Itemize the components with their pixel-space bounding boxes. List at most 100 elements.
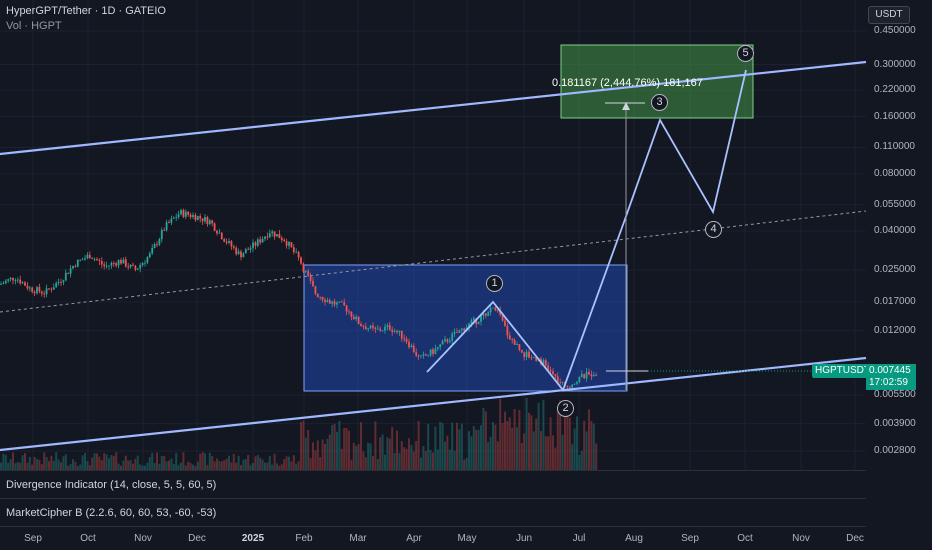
candle-body	[12, 277, 14, 281]
currency-button[interactable]: USDT	[868, 6, 910, 24]
price-tick-label: 0.040000	[874, 225, 916, 237]
volume-bar	[364, 457, 367, 470]
volume-bar	[326, 438, 329, 470]
wave-label-5[interactable]: 5	[737, 45, 754, 62]
time-tick-label: Sep	[681, 533, 699, 544]
volume-bar	[465, 458, 468, 470]
candle-body	[468, 323, 470, 328]
volume-bar	[28, 456, 31, 470]
volume-bar	[189, 462, 192, 470]
volume-bar	[540, 431, 542, 470]
candle-body	[542, 360, 545, 365]
volume-bar	[571, 444, 574, 470]
volume-bar	[328, 434, 331, 470]
candle-body	[403, 338, 406, 340]
volume-bar	[64, 454, 67, 470]
candle-body	[136, 268, 139, 270]
volume-bar	[573, 428, 576, 470]
volume-bar	[199, 453, 202, 470]
candle-body	[19, 279, 22, 284]
price-tick-label: 0.450000	[874, 25, 916, 36]
candle-body	[412, 345, 415, 353]
candle-body	[9, 277, 12, 280]
volume-bar	[319, 457, 322, 470]
volume-bar	[144, 465, 146, 470]
volume-bar	[55, 452, 58, 470]
volume-bar	[273, 453, 276, 470]
volume-bar	[175, 453, 178, 470]
divergence-indicator-label[interactable]: Divergence Indicator (14, close, 5, 5, 6…	[6, 479, 217, 491]
time-tick-label: Dec	[846, 533, 864, 544]
candle-body	[105, 265, 108, 267]
candle-body	[175, 217, 178, 219]
volume-bar	[338, 420, 341, 470]
volume-bar	[393, 453, 396, 470]
candle-body	[492, 307, 494, 309]
candle-body	[98, 260, 101, 262]
volume-bar	[468, 431, 470, 470]
consolidation-box[interactable]	[303, 264, 628, 392]
volume-bar	[127, 460, 130, 470]
candle-body	[168, 222, 170, 223]
candle-body	[326, 300, 329, 303]
volume-bar	[172, 464, 175, 470]
candle-body	[535, 357, 538, 361]
candle-body	[381, 330, 384, 332]
volume-bar	[348, 430, 350, 470]
volume-bar	[74, 461, 77, 470]
wave-label-2[interactable]: 2	[557, 400, 574, 417]
volume-bar	[192, 464, 194, 470]
candle-body	[192, 214, 194, 217]
volume-bar	[247, 454, 250, 470]
candle-body	[211, 220, 214, 224]
candle-body	[292, 247, 295, 252]
wave-label-3[interactable]: 3	[651, 94, 668, 111]
candle-body	[141, 263, 144, 266]
candle-body	[566, 385, 569, 387]
volume-bar	[256, 454, 259, 470]
candle-body	[309, 275, 312, 281]
volume-bar	[400, 441, 403, 470]
candle-body	[144, 262, 146, 264]
pane-separator	[0, 526, 866, 527]
pane-separator[interactable]	[0, 498, 866, 499]
volume-bar	[134, 458, 137, 470]
candle-body	[348, 311, 350, 313]
candle-body	[16, 279, 19, 281]
volume-bar	[307, 429, 310, 470]
candle-body	[196, 216, 199, 220]
upper-channel-line[interactable]	[0, 60, 867, 156]
price-tick-label: 0.017000	[874, 295, 916, 307]
volume-bar	[72, 459, 74, 470]
volume-bar	[283, 459, 286, 470]
candle-body	[530, 357, 533, 359]
candle-body	[127, 266, 130, 268]
candle-body	[333, 301, 336, 305]
lower-channel-line[interactable]	[0, 356, 867, 452]
volume-bar	[592, 423, 595, 470]
marketcipher-indicator-label[interactable]: MarketCipher B (2.2.6, 60, 60, 53, -60, …	[6, 507, 217, 519]
volume-bar	[501, 423, 504, 470]
candle-body	[139, 265, 142, 269]
candle-body	[50, 289, 53, 290]
candle-body	[60, 282, 62, 283]
volume-bar	[480, 425, 482, 470]
elliott-wave-projection[interactable]	[426, 69, 747, 392]
volume-bar	[436, 449, 439, 470]
price-tick-label: 0.110000	[874, 141, 915, 153]
candle-body	[124, 259, 127, 267]
candle-body	[441, 341, 444, 345]
candle-body	[340, 301, 343, 303]
volume-bar	[302, 420, 305, 470]
wave-label-4[interactable]: 4	[705, 221, 722, 238]
pane-separator[interactable]	[0, 470, 866, 471]
volume-bar	[588, 409, 590, 470]
volume-bar	[156, 452, 158, 470]
wave-label-1[interactable]: 1	[486, 275, 503, 292]
volume-bar	[576, 416, 578, 470]
candle-body	[156, 244, 158, 245]
candle-body	[304, 271, 307, 272]
candle-body	[7, 279, 10, 281]
